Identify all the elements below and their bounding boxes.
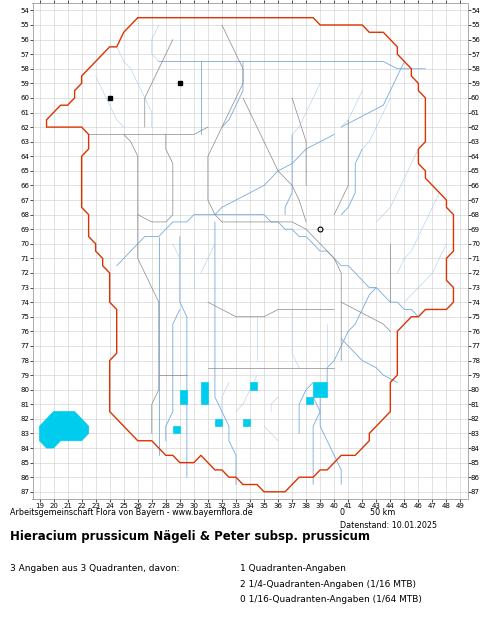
- Text: 1 Quadranten-Angaben: 1 Quadranten-Angaben: [240, 564, 346, 574]
- Polygon shape: [243, 419, 250, 426]
- Text: 0 1/16-Quadranten-Angaben (1/64 MTB): 0 1/16-Quadranten-Angaben (1/64 MTB): [240, 595, 422, 604]
- Text: Hieracium prussicum Nägeli & Peter subsp. prussicum: Hieracium prussicum Nägeli & Peter subsp…: [10, 530, 370, 543]
- Polygon shape: [306, 397, 313, 404]
- Polygon shape: [40, 412, 88, 448]
- Text: Arbeitsgemeinschaft Flora von Bayern - www.bayernflora.de: Arbeitsgemeinschaft Flora von Bayern - w…: [10, 508, 252, 518]
- Text: Datenstand: 10.01.2025: Datenstand: 10.01.2025: [340, 521, 437, 530]
- Text: 3 Angaben aus 3 Quadranten, davon:: 3 Angaben aus 3 Quadranten, davon:: [10, 564, 179, 574]
- Polygon shape: [180, 390, 187, 404]
- Polygon shape: [313, 383, 327, 397]
- Polygon shape: [215, 419, 222, 426]
- Polygon shape: [201, 383, 208, 404]
- Polygon shape: [173, 426, 180, 433]
- Text: 0          50 km: 0 50 km: [340, 508, 396, 518]
- Text: 2 1/4-Quadranten-Angaben (1/16 MTB): 2 1/4-Quadranten-Angaben (1/16 MTB): [240, 580, 416, 589]
- Polygon shape: [250, 383, 257, 390]
